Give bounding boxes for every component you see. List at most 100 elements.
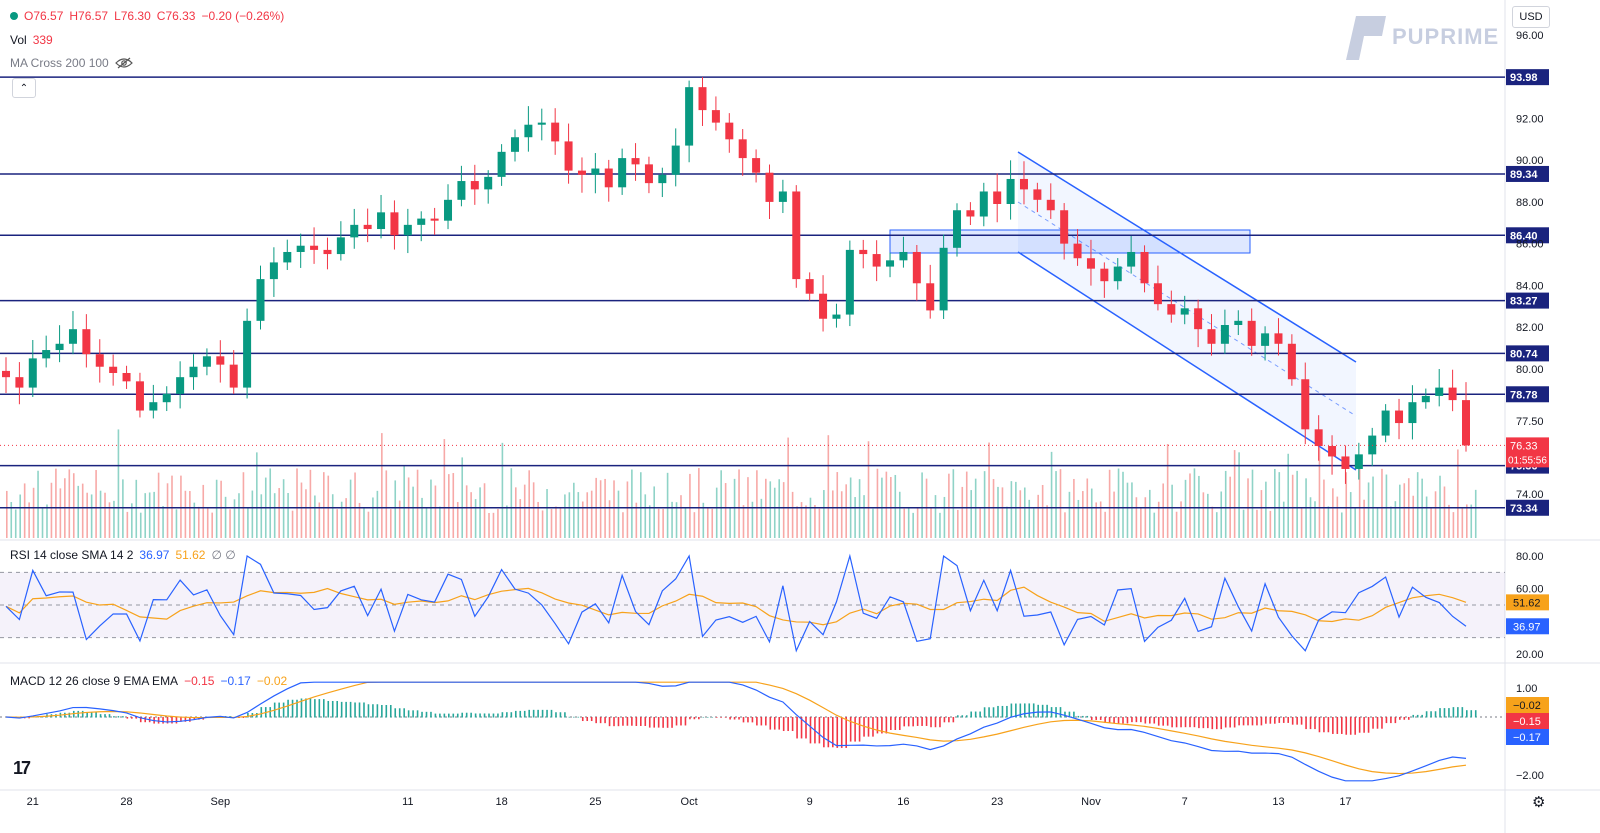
macd-hist-bar — [1318, 717, 1321, 733]
volume-bar — [372, 497, 374, 538]
macd-hist-bar — [448, 713, 450, 718]
macd-hist-bar — [282, 702, 285, 718]
brand-logo: PUPRIME — [1342, 14, 1499, 60]
volume-bar — [586, 492, 589, 538]
macd-hist-bar — [1314, 717, 1316, 730]
volume-bar — [988, 442, 990, 538]
rsi-sma-value: 51.62 — [175, 548, 206, 562]
macd-hist-bar — [434, 713, 437, 718]
candle-body — [336, 237, 345, 255]
macd-hist-bar — [117, 716, 120, 718]
volume-bar — [456, 502, 459, 538]
brand-name: PUPRIME — [1392, 24, 1500, 49]
volume-bar — [247, 507, 249, 538]
volume-bar — [314, 495, 316, 538]
macd-hist-bar — [242, 717, 245, 718]
volume-legend[interactable]: Vol 339 — [10, 33, 53, 47]
candle-body — [444, 199, 453, 221]
volume-bar — [309, 469, 312, 538]
macd-hist-bar — [523, 710, 526, 718]
volume-bar — [823, 490, 825, 538]
macd-hist-bar — [881, 717, 883, 734]
rsi-tick-label: 60.00 — [1516, 584, 1544, 596]
volume-bar — [1023, 487, 1026, 538]
candle-body — [323, 249, 332, 255]
volume-bar — [1448, 504, 1450, 538]
volume-bar — [577, 492, 580, 538]
macd-hist-bar — [729, 717, 731, 720]
channel-lower-line — [1017, 251, 1357, 471]
macd-hist-bar — [1381, 717, 1383, 729]
volume-bar — [148, 492, 151, 538]
candle-body — [189, 366, 198, 378]
macd-hist-bar — [345, 701, 347, 718]
gear-icon[interactable]: ⚙ — [1532, 794, 1546, 811]
candle-body — [68, 329, 77, 344]
macd-hist-bar — [1220, 717, 1223, 730]
volume-bar — [318, 502, 321, 538]
candle-body — [564, 141, 573, 171]
volume-bar — [389, 509, 392, 538]
volume-bar — [845, 484, 847, 538]
candle-body — [711, 110, 720, 123]
close-value: C76.33 — [156, 9, 196, 23]
candle-body — [1261, 333, 1270, 346]
time-tick-label: 7 — [1182, 796, 1188, 808]
macd-hist-bar — [1461, 707, 1464, 718]
macd-hist-bar — [430, 711, 432, 718]
volume-bar — [514, 487, 517, 538]
volume-bar — [742, 505, 745, 538]
macd-hist-bar — [1354, 717, 1356, 735]
candle-body — [1314, 429, 1323, 447]
macd-hist-bar — [314, 699, 316, 718]
macd-hist-bar — [305, 698, 307, 718]
volume-bar — [1140, 508, 1142, 538]
rsi-extra: ∅ ∅ — [211, 548, 236, 562]
volume-bar — [1381, 468, 1383, 538]
volume-bar — [613, 480, 615, 538]
macd-hist-bar — [1086, 715, 1089, 718]
macd-hist-bar — [1269, 717, 1272, 724]
volume-bar — [1332, 488, 1334, 538]
collapse-legend-button[interactable]: ⌃ — [12, 78, 36, 98]
candle-body — [1153, 283, 1162, 305]
macd-hist-bar — [796, 717, 798, 739]
volume-bar — [1233, 450, 1236, 538]
macd-hist-bar — [474, 713, 477, 718]
macd-hist-bar — [778, 717, 781, 730]
volume-bar — [711, 508, 714, 538]
price-tick-label: 84.00 — [1516, 280, 1544, 292]
macd-hist-bar — [336, 700, 338, 718]
volume-bar — [1282, 501, 1285, 538]
ma-cross-legend[interactable]: MA Cross 200 100 — [10, 56, 133, 70]
rsi-legend[interactable]: RSI 14 close SMA 14 2 36.97 51.62 ∅ ∅ — [10, 548, 236, 562]
macd-hist-bar — [1452, 707, 1455, 718]
macd-hist-bar — [456, 713, 459, 718]
macd-hist-bar — [769, 717, 772, 730]
candle-body — [738, 139, 747, 159]
macd-hist-bar — [617, 717, 620, 727]
volume-bar — [1269, 510, 1272, 538]
candle-body — [886, 260, 895, 267]
volume-bar — [1394, 501, 1397, 538]
volume-bar — [1354, 508, 1356, 538]
macd-hist-bar — [1233, 717, 1236, 728]
level-tag-label: 86.40 — [1510, 230, 1538, 242]
eye-hidden-icon[interactable] — [114, 57, 133, 69]
candle-body — [845, 249, 854, 315]
macd-hist-bar — [720, 717, 722, 718]
change-value: −0.20 (−0.26%) — [201, 9, 285, 23]
currency-selector[interactable]: USD — [1512, 6, 1550, 28]
macd-hist-bar — [184, 717, 187, 722]
macd-hist-bar — [1470, 710, 1473, 718]
volume-bar — [340, 501, 343, 538]
volume-bar — [617, 490, 620, 538]
candle-body — [430, 218, 439, 221]
macd-hist-bar — [988, 707, 990, 718]
volume-bar — [684, 506, 687, 538]
volume-bar — [1425, 496, 1428, 538]
macd-legend[interactable]: MACD 12 26 close 9 EMA EMA −0.15 −0.17 −… — [10, 674, 287, 688]
macd-hist-bar — [1108, 717, 1111, 724]
volume-bar — [474, 499, 477, 538]
